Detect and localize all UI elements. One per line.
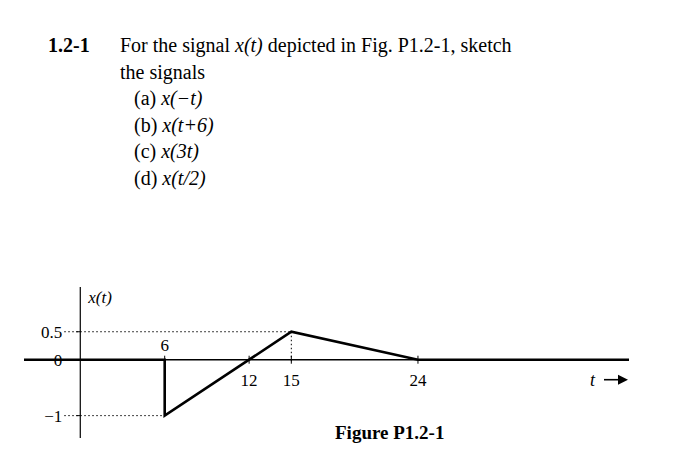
x-tick-label: 6	[160, 336, 169, 355]
signal-line	[24, 332, 629, 416]
math-run: x(t)	[234, 34, 263, 57]
math-run: x(t/2)	[161, 167, 206, 190]
y-tick	[76, 415, 80, 416]
guide-line	[64, 331, 291, 332]
text-run: the signals	[120, 61, 205, 84]
guide-line	[291, 332, 292, 364]
x-tick	[291, 356, 292, 364]
text-run: (b)	[134, 114, 162, 137]
text-run: For the signal	[120, 34, 235, 57]
figure: 6121524−100.5x(t)tFigure P1.2-1	[24, 287, 629, 443]
x-axis-label: t	[590, 370, 596, 390]
y-tick	[76, 331, 80, 332]
problem-part: (b) x(t+6)	[134, 114, 214, 137]
y-tick-label: −1	[44, 407, 62, 426]
text-run: (d)	[134, 167, 162, 190]
problem-part: (c) x(3t)	[134, 140, 199, 163]
text-run: depicted in Fig. P1.2-1, sketch	[263, 34, 512, 57]
guide-line	[64, 415, 164, 416]
text-run: (a)	[134, 87, 161, 110]
math-run: x(t+6)	[161, 114, 214, 137]
problem-part: (d) x(t/2)	[134, 167, 206, 190]
text-run: (c)	[134, 140, 161, 163]
page: 1.2-1 For the signal x(t) depicted in Fig…	[0, 0, 680, 472]
problem-line: the signals	[120, 61, 205, 84]
math-run: x(−t)	[160, 87, 203, 110]
plot-area	[24, 332, 629, 416]
figure-caption: Figure P1.2-1	[335, 422, 444, 443]
y-axis-label: x(t)	[87, 288, 112, 307]
problem-number: 1.2-1	[48, 34, 90, 56]
y-tick-label: 0.5	[41, 323, 62, 342]
arrow-head	[618, 375, 628, 385]
x-tick-label: 24	[409, 371, 427, 390]
x-tick-label: 12	[241, 371, 258, 390]
math-run: x(3t)	[160, 140, 199, 163]
problem-part: (a) x(−t)	[134, 87, 203, 110]
problem-line: For the signal x(t) depicted in Fig. P1.…	[120, 34, 512, 57]
x-tick-label: 15	[283, 371, 300, 390]
arrow-shaft	[604, 379, 620, 381]
